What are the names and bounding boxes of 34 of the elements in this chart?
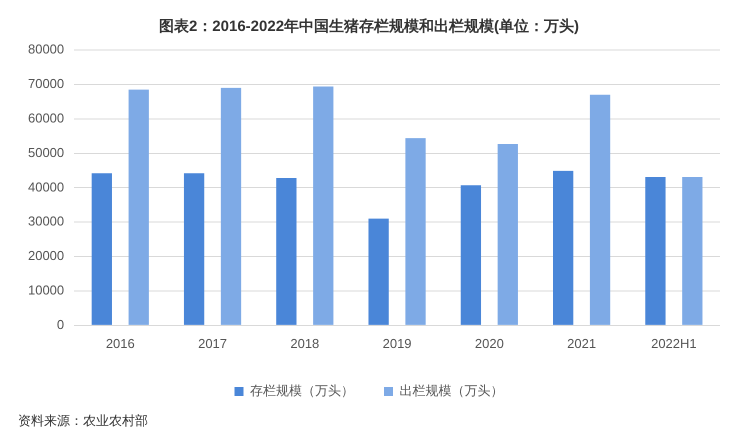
bar [682, 177, 702, 325]
x-tick-label: 2022H1 [651, 336, 697, 351]
bar [313, 86, 334, 325]
y-tick-label: 0 [56, 316, 64, 332]
bar [92, 173, 112, 325]
y-tick-label: 30000 [28, 214, 64, 229]
y-tick-label: 40000 [28, 179, 64, 194]
y-tick-label: 20000 [28, 248, 64, 264]
text: 资料来源：农业农村部 [17, 412, 149, 430]
chart-title: 图表2：2016-2022年中国生猪存栏规模和出栏规模(单位：万头) [158, 18, 580, 36]
x-tick-label: 2016 [106, 336, 135, 351]
bar [128, 90, 149, 325]
y-tick-label: 50000 [28, 144, 64, 160]
x-tick-label: 2020 [474, 336, 504, 351]
x-tick-label: 2017 [198, 336, 228, 351]
y-tick-label: 10000 [28, 282, 64, 298]
bar [276, 178, 297, 325]
x-tick-label: 2018 [290, 336, 320, 351]
y-tick-label: 60000 [28, 110, 64, 126]
bar [184, 173, 204, 325]
bar [553, 170, 574, 325]
bar [498, 144, 518, 325]
x-tick-label: 2019 [382, 336, 412, 351]
bar [368, 218, 389, 325]
bar [645, 177, 666, 325]
bar [220, 88, 242, 325]
bar [590, 94, 610, 325]
legend-label: 存栏规模（万头） [250, 383, 354, 398]
y-tick-label: 70000 [28, 76, 64, 92]
y-tick-label: 80000 [28, 42, 64, 57]
x-tick-label: 2021 [567, 336, 596, 351]
bar [405, 138, 426, 325]
bar [460, 185, 482, 325]
legend-label: 出栏规模（万头） [400, 383, 504, 398]
